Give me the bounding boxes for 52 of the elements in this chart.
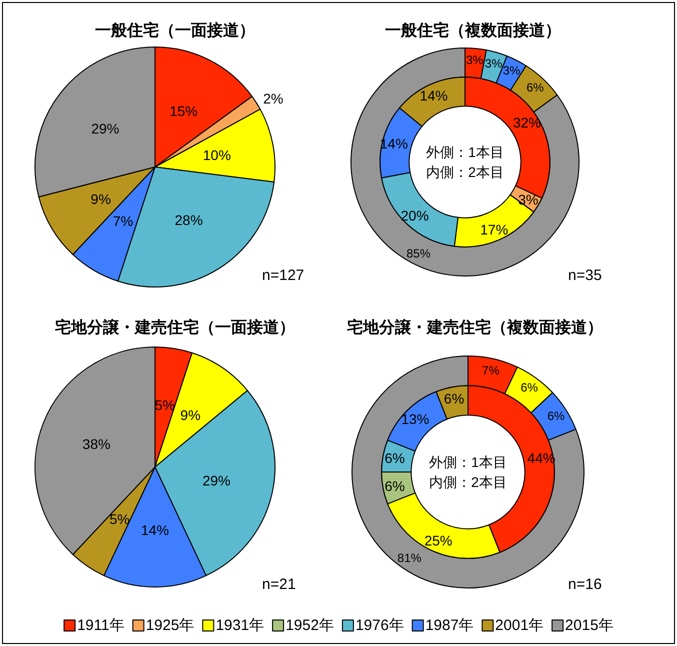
chart-title: 宅地分譲・建売住宅（複数面接道）	[347, 318, 603, 336]
data-label: 10%	[202, 147, 231, 164]
text: 外側：1本目	[429, 454, 507, 470]
legend-label: 1925年	[146, 617, 194, 634]
text: n=21	[262, 576, 296, 593]
data-label: 38%	[82, 436, 110, 452]
data-label: 29%	[91, 120, 120, 136]
text: 内側：2本目	[426, 164, 504, 180]
legend-label: 1911年	[77, 617, 124, 634]
data-label: 5%	[154, 396, 175, 413]
data-label: 29%	[202, 472, 230, 489]
data-label: 14%	[420, 88, 448, 104]
legend-label: 1952年	[286, 617, 334, 634]
text: n=35	[568, 267, 602, 284]
data-label: 3%	[466, 52, 484, 67]
data-label: 14%	[140, 522, 170, 538]
data-label: 25%	[424, 532, 452, 548]
data-label: 3%	[518, 191, 538, 208]
legend-label: 1931年	[216, 617, 264, 634]
legend-label: 1987年	[425, 617, 474, 634]
text: 内側：2本目	[429, 474, 507, 490]
data-label: 81%	[397, 551, 422, 566]
data-label: 7%	[482, 363, 500, 378]
legend-label: 2001年	[495, 617, 544, 634]
data-label: 28%	[174, 212, 203, 228]
data-label: 6%	[384, 450, 405, 466]
data-label: 5%	[109, 511, 130, 528]
data-label: 6%	[384, 478, 405, 494]
data-label: 9%	[180, 406, 201, 423]
chart-title: 宅地分譲・建売住宅（一面接道）	[55, 318, 295, 336]
legend-label: 1976年	[355, 617, 404, 634]
data-label: 7%	[112, 213, 134, 230]
data-label: 85%	[406, 246, 431, 260]
data-label: 32%	[512, 114, 541, 131]
chart-title: 一般住宅（一面接道）	[95, 20, 255, 40]
data-label: 20%	[400, 208, 429, 224]
text: 外側：1本目	[426, 144, 504, 160]
data-label: 6%	[520, 380, 538, 395]
data-label: 9%	[90, 191, 111, 208]
data-label: 2%	[263, 90, 284, 106]
data-label: 6%	[547, 409, 565, 424]
chart-title: 一般住宅（複数面接道）	[385, 20, 561, 40]
data-label: 13%	[401, 411, 430, 428]
text: n=127	[262, 267, 304, 284]
data-label: 6%	[444, 390, 464, 407]
data-label: 17%	[480, 221, 508, 238]
text: n=16	[568, 576, 602, 593]
data-label: 3%	[502, 64, 521, 78]
data-label: 3%	[484, 56, 503, 71]
data-label: 6%	[526, 80, 544, 94]
data-label: 15%	[170, 102, 198, 119]
legend-label: 2015年	[565, 617, 614, 634]
